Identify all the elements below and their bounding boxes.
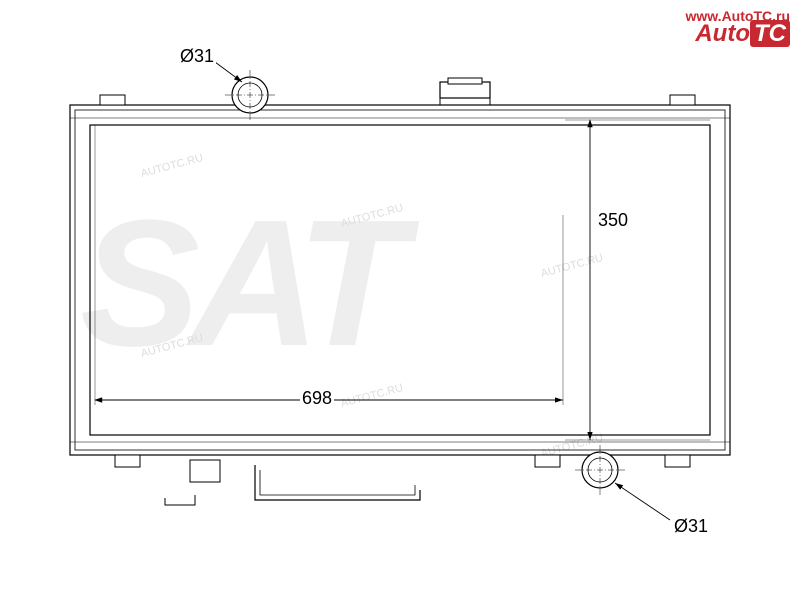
- dim-width-label: 698: [300, 388, 334, 409]
- dim-dia-bot-label: Ø31: [672, 516, 710, 537]
- radiator-drawing: [0, 0, 800, 600]
- watermark-logo: AutoTC: [695, 20, 790, 48]
- dim-height-label: 350: [596, 210, 630, 231]
- dim-dia-top-label: Ø31: [178, 46, 216, 67]
